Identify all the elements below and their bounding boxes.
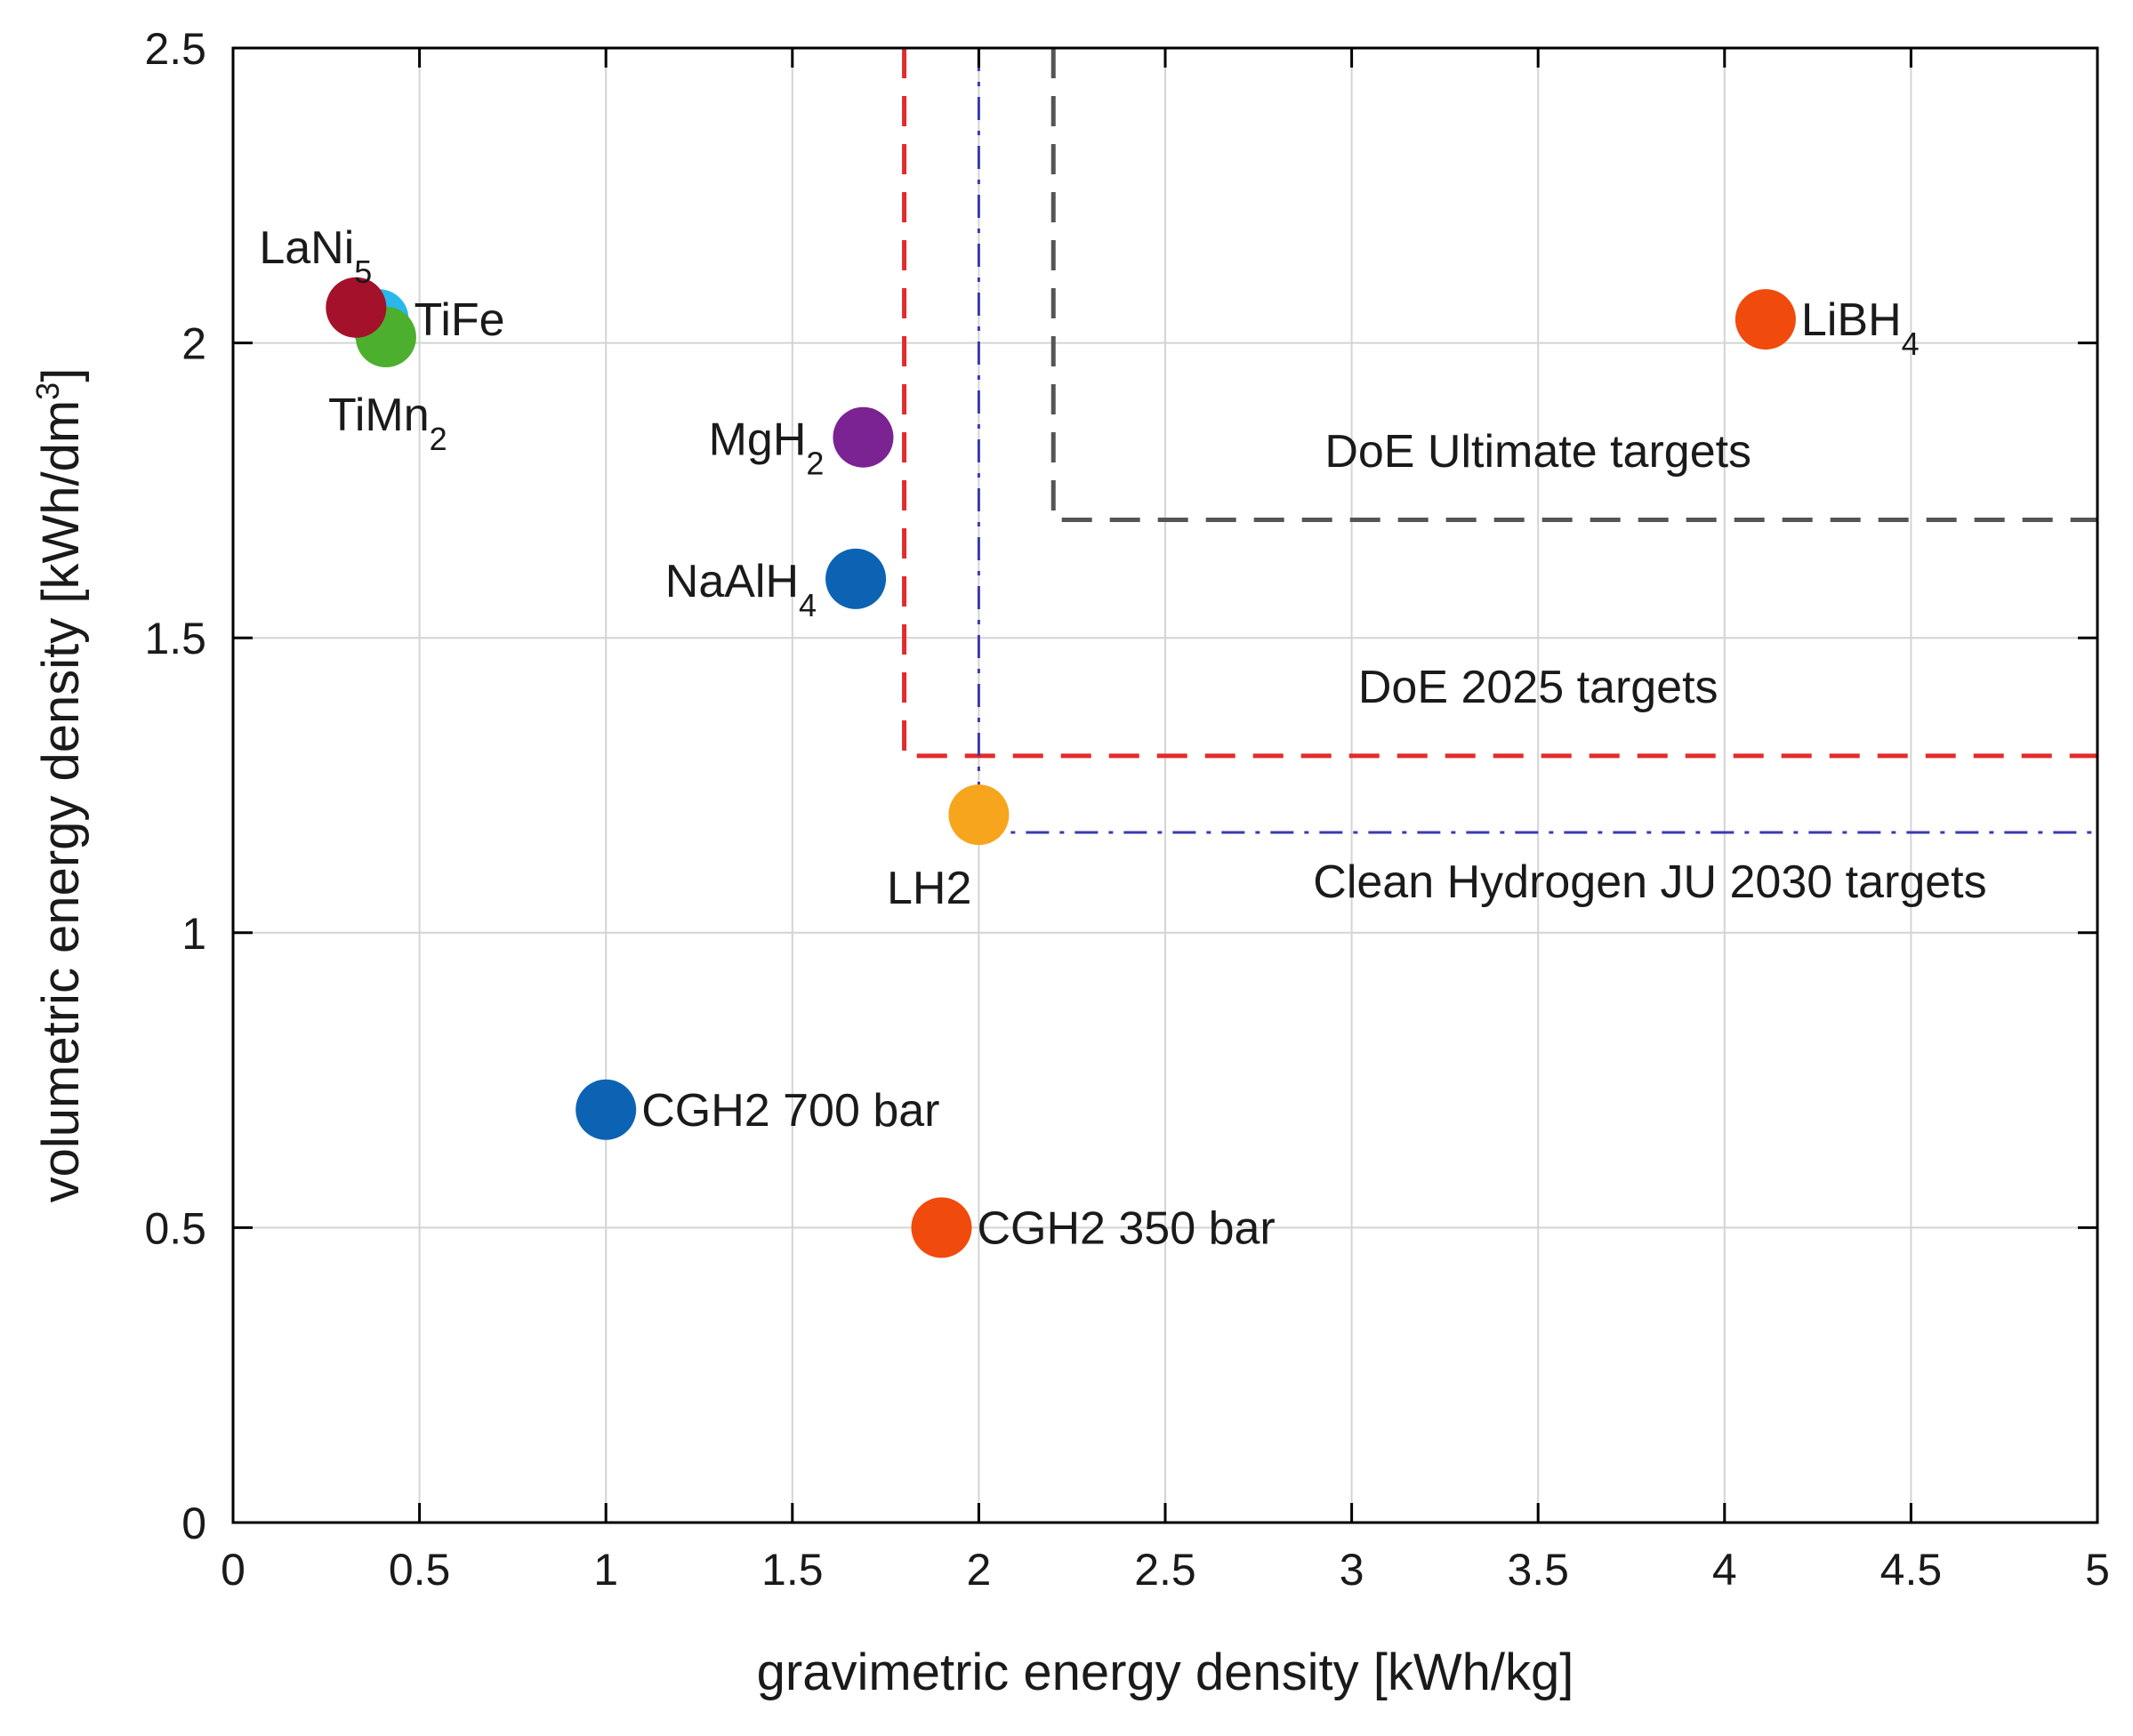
point-label-lh2: LH2 bbox=[887, 863, 971, 914]
point-mgh2 bbox=[833, 406, 894, 468]
grid bbox=[232, 47, 2098, 1523]
y-axis-title: volumetric energy density [kWh/dm3] bbox=[29, 368, 90, 1203]
y-axis-title-end: ] bbox=[32, 368, 90, 382]
point-label-mgh2: MgH2 bbox=[709, 414, 825, 482]
target-line-doe-2025 bbox=[902, 48, 2097, 759]
point-label-tifi: TiFe bbox=[414, 294, 504, 346]
x-tick-label: 3 bbox=[1340, 1545, 1364, 1595]
x-tick-label: 4.5 bbox=[1880, 1545, 1943, 1595]
point-lani5 bbox=[326, 277, 387, 338]
point-label-naalh4: NaAlH4 bbox=[665, 556, 817, 623]
point-labels: TiFe TiMn2 LaNi5 LiBH4 MgH2 NaAlH4 LH2 CGH2 700… bbox=[259, 222, 1919, 1255]
x-tick-label: 2.5 bbox=[1134, 1545, 1196, 1595]
target-label-doe-2025: DoE 2025 targets bbox=[1358, 662, 1718, 713]
y-tick-label: 2.5 bbox=[144, 24, 206, 74]
axis-ticks: 0 0.5 1 1.5 2 2.5 3 3.5 4 4.5 5 0 0.5 1 1.5 2 2.5 bbox=[144, 24, 2109, 1595]
x-tick-label: 1.5 bbox=[761, 1545, 824, 1595]
point-label-timn2: TiMn2 bbox=[328, 390, 447, 457]
target-label-doe-ultimate: DoE Ultimate targets bbox=[1324, 426, 1751, 478]
x-axis-title: gravimetric energy density [kWh/kg] bbox=[757, 1644, 1574, 1701]
point-libh4 bbox=[1735, 289, 1796, 350]
y-tick-label: 1.5 bbox=[144, 614, 206, 663]
point-cgh2-350 bbox=[911, 1197, 972, 1258]
y-axis-title-main: volumetric energy density [kWh/dm bbox=[32, 400, 90, 1203]
x-tick-label: 1 bbox=[593, 1545, 618, 1595]
y-tick-label: 2 bbox=[181, 319, 206, 369]
x-tick-label: 4 bbox=[1712, 1545, 1737, 1595]
point-label-cgh2-350: CGH2 350 bar bbox=[977, 1202, 1275, 1254]
point-label-libh4: LiBH4 bbox=[1801, 294, 1920, 362]
point-cgh2-700 bbox=[576, 1079, 637, 1140]
data-points bbox=[326, 277, 1796, 1258]
x-tick-label: 0.5 bbox=[389, 1545, 451, 1595]
point-lh2 bbox=[948, 784, 1010, 846]
point-label-lani5: LaNi5 bbox=[259, 222, 372, 290]
x-tick-label: 5 bbox=[2085, 1545, 2110, 1595]
point-label-cgh2-700: CGH2 700 bar bbox=[641, 1085, 939, 1137]
target-line-doe-ultimate bbox=[1050, 48, 2097, 523]
x-tick-label: 0 bbox=[221, 1545, 245, 1595]
y-tick-label: 1 bbox=[181, 909, 206, 959]
target-labels: DoE Ultimate targets DoE 2025 targets Clea… bbox=[1313, 426, 1986, 908]
y-axis-title-sup: 3 bbox=[29, 382, 66, 400]
x-tick-label: 2 bbox=[966, 1545, 991, 1595]
y-tick-label: 0.5 bbox=[144, 1203, 206, 1253]
y-tick-label: 0 bbox=[181, 1499, 206, 1548]
x-tick-label: 3.5 bbox=[1507, 1545, 1569, 1595]
point-naalh4 bbox=[825, 548, 887, 609]
target-label-clean-h2-ju: Clean Hydrogen JU 2030 targets bbox=[1313, 856, 1986, 908]
